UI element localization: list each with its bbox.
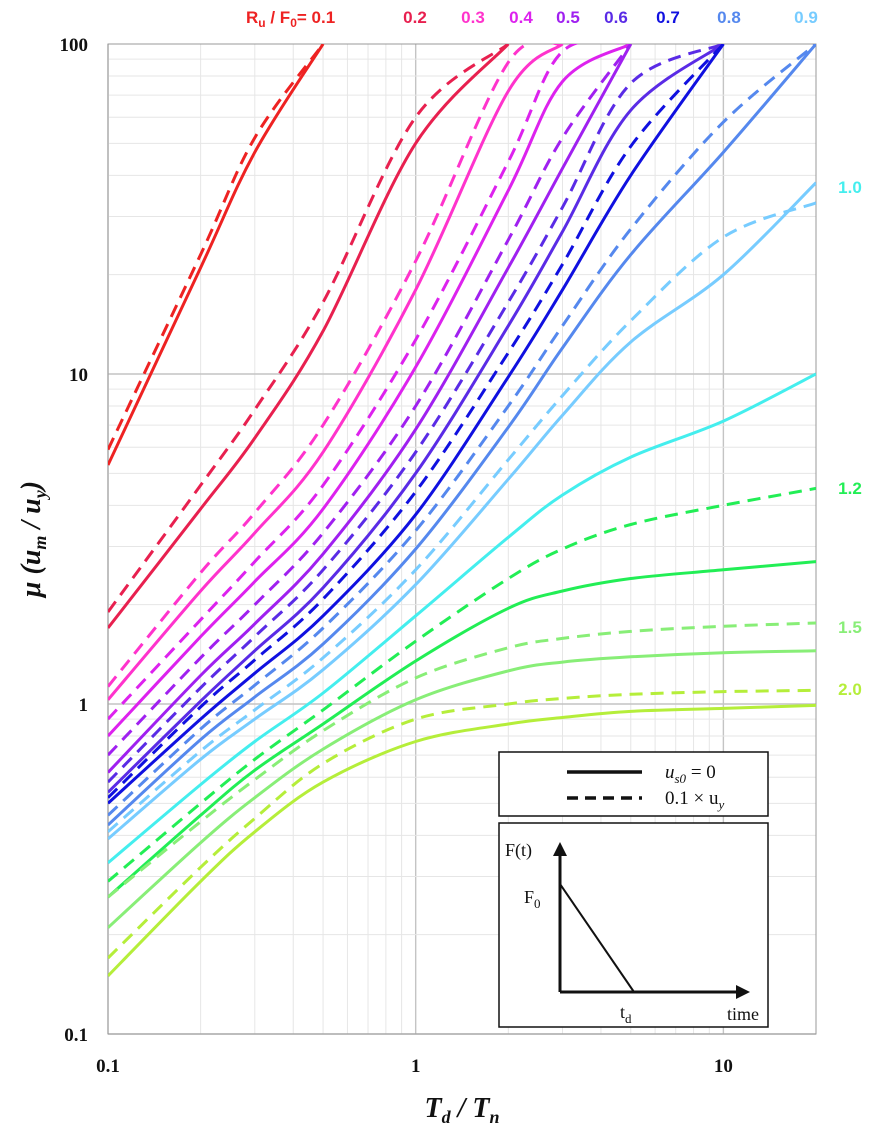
series-solid-0.8 xyxy=(108,44,816,827)
series-dashed-0.7 xyxy=(108,44,725,799)
series-labels: 0.2 0.3 0.4 0.5 0.6 0.7 0.8 0.9 1.0 1.2 1.5 2.0 xyxy=(403,8,862,699)
series-label-0.7: 0.7 xyxy=(656,8,680,27)
series-label-1.0: 1.0 xyxy=(838,178,862,197)
x-tick-label: 10 xyxy=(714,1056,733,1077)
series-label-0.9: 0.9 xyxy=(794,8,818,27)
series-dashed-0.2 xyxy=(108,44,510,613)
series-dashed-0.4 xyxy=(108,44,631,721)
inset-x-label: time xyxy=(727,1004,759,1024)
legend-solid-label: us0 = 0 xyxy=(665,762,716,786)
load-inset: F(t) F0 td time xyxy=(498,822,769,1028)
series-label-1.2: 1.2 xyxy=(838,479,862,498)
inset-peak-label: F0 xyxy=(524,887,541,911)
inset-box xyxy=(498,822,769,1028)
series-header: Ru / F0= 0.1 xyxy=(246,8,335,30)
legend-dashed-label: 0.1 × uy xyxy=(665,788,724,812)
axis-tick-labels: 0.1 1 10 0.1 1 10 100 xyxy=(60,35,733,1077)
series-solid-2.0 xyxy=(108,703,816,977)
inset-triangle-load xyxy=(559,883,635,993)
series-solid-0.6 xyxy=(108,44,725,794)
series-label-0.5: 0.5 xyxy=(556,8,580,27)
series-label-0.8: 0.8 xyxy=(717,8,741,27)
series-dashed-0.8 xyxy=(108,44,816,817)
y-tick-label: 0.1 xyxy=(64,1025,88,1046)
y-axis-title: μ (um / uy) xyxy=(16,481,50,599)
series-dashed-1.2 xyxy=(108,486,816,883)
series-solid-0.9 xyxy=(108,181,816,841)
series-label-1.5: 1.5 xyxy=(838,618,862,637)
series-dashed-0.3 xyxy=(108,44,563,688)
inset-x-arrow xyxy=(736,985,750,999)
series-solid-0.2 xyxy=(108,44,510,629)
series-dashed-0.1 xyxy=(108,44,325,451)
series-solid-1.2 xyxy=(108,560,816,899)
y-tick-label: 10 xyxy=(69,365,88,386)
series-label-0.3: 0.3 xyxy=(461,8,485,27)
series-dashed-0.9 xyxy=(108,201,816,833)
plot-area-border xyxy=(107,43,817,1035)
series-solid-0.1 xyxy=(108,44,325,466)
y-tick-label: 100 xyxy=(60,35,89,56)
series-solid-0.5 xyxy=(108,44,633,774)
series-label-2.0: 2.0 xyxy=(838,680,862,699)
x-axis-title: Td / Tn xyxy=(424,1093,499,1127)
series-dashed-0.6 xyxy=(108,44,724,784)
series-solid-1.5 xyxy=(108,649,816,929)
series-dashed-2.0 xyxy=(108,688,816,960)
series-solid-0.4 xyxy=(108,44,632,738)
series-dashed-1.5 xyxy=(108,621,816,899)
x-tick-label: 1 xyxy=(411,1056,421,1077)
series-label-0.6: 0.6 xyxy=(604,8,628,27)
series-label-0.4: 0.4 xyxy=(509,8,533,27)
inset-y-label: F(t) xyxy=(505,840,532,861)
inset-duration-label: td xyxy=(620,1002,632,1026)
legend: us0 = 0 0.1 × uy xyxy=(498,751,769,817)
series-solid-0.3 xyxy=(108,44,564,701)
series-solid-0.7 xyxy=(108,44,725,805)
series-lines xyxy=(108,44,816,977)
legend-box xyxy=(498,751,769,817)
series-solid-1.0 xyxy=(108,372,816,865)
y-tick-label: 1 xyxy=(79,695,89,716)
inset-y-arrow xyxy=(553,842,567,856)
series-dashed-0.5 xyxy=(108,44,633,757)
x-tick-label: 0.1 xyxy=(96,1056,120,1077)
series-label-0.2: 0.2 xyxy=(403,8,427,27)
